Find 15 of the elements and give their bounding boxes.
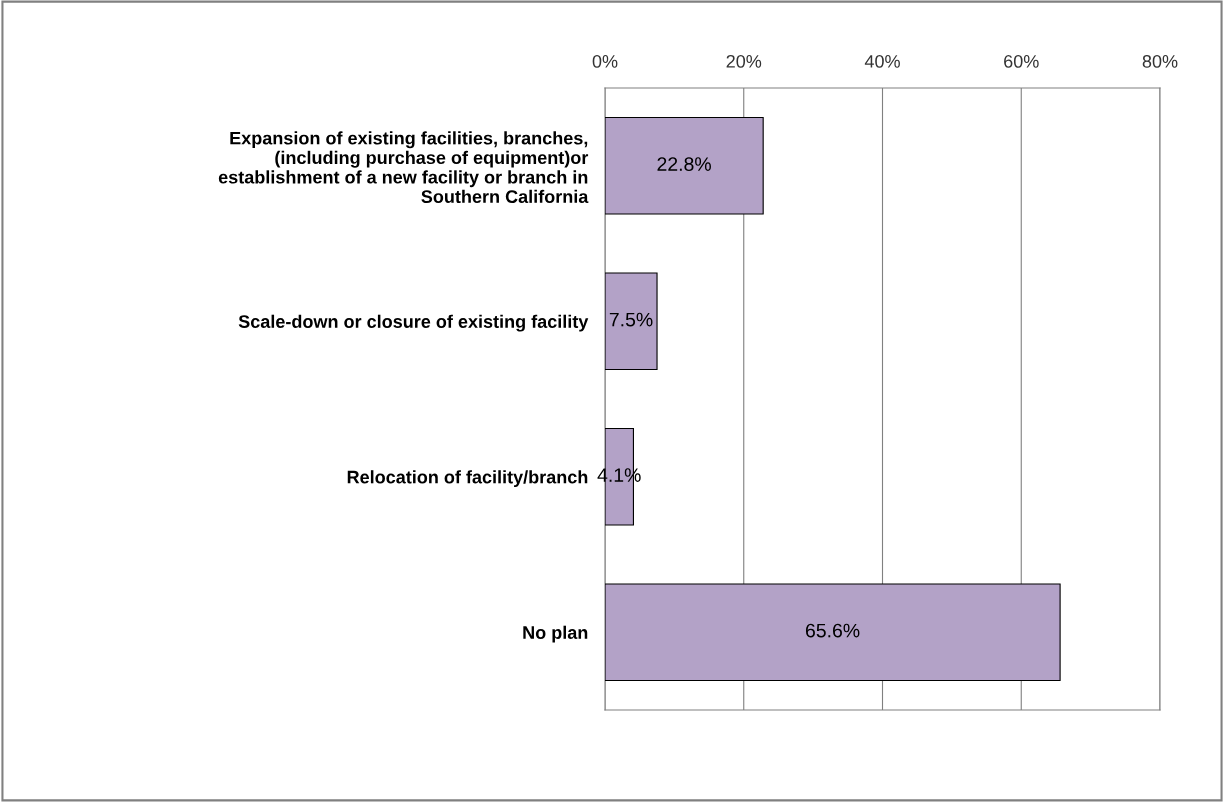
x-tick-label: 60% <box>1004 54 1039 68</box>
x-tick-label: 20% <box>726 54 762 68</box>
y-tick-label: No plan <box>523 625 588 643</box>
data-label: 7.5% <box>609 312 653 327</box>
x-tick-label: 40% <box>864 54 900 68</box>
x-tick-label: 80% <box>1142 54 1178 68</box>
bar <box>605 583 1061 682</box>
x-tick-label: 0% <box>592 54 618 68</box>
y-tick-label: Scale-down or closure of existing facility <box>238 314 589 332</box>
data-label: 65.6% <box>805 623 860 638</box>
y-tick-label: Expansion of existing facilities, branches, (including purchase of equipment)or establishment of a new facility or branch in Southern California <box>218 131 589 204</box>
bar <box>605 272 658 371</box>
bar <box>605 116 764 215</box>
y-tick-label: Relocation of facility/branch <box>347 470 588 488</box>
data-label: 22.8% <box>657 157 711 171</box>
